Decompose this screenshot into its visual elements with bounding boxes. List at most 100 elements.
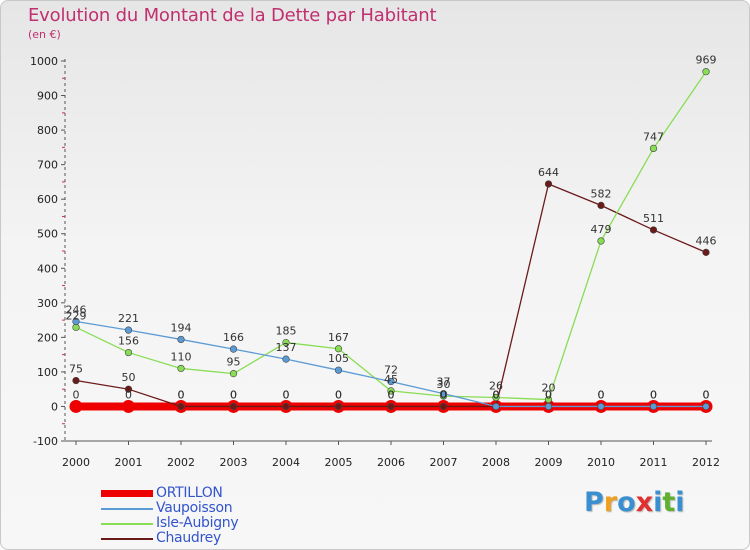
data-label: 0: [283, 388, 290, 401]
data-label: 20: [542, 382, 556, 395]
data-point: [124, 348, 133, 357]
y-tick-label: 100: [37, 366, 58, 379]
data-label: 37: [437, 376, 451, 389]
x-tick-label: 2005: [325, 456, 353, 469]
data-label: 644: [538, 166, 559, 179]
data-label: 229: [66, 309, 87, 322]
data-label: 0: [178, 388, 185, 401]
data-label: 185: [276, 325, 297, 338]
data-label: 105: [328, 352, 349, 365]
x-tick-label: 2001: [115, 456, 143, 469]
data-point: [702, 402, 710, 411]
data-point: [702, 68, 710, 76]
data-label: 0: [283, 388, 290, 401]
logo-letter: i: [653, 487, 663, 518]
data-label: 26: [489, 379, 503, 392]
data-point: [282, 355, 290, 363]
data-label: 0: [335, 388, 342, 401]
data-point: [282, 402, 290, 411]
data-point: [492, 393, 500, 402]
data-label: 50: [122, 371, 136, 384]
data-point: [72, 376, 80, 385]
x-tick-label: 2010: [587, 456, 615, 469]
data-label: 0: [73, 388, 80, 401]
x-tick-label: 2009: [535, 456, 563, 469]
data-point: [124, 385, 133, 393]
data-label: 167: [328, 331, 349, 344]
data-label: 194: [171, 321, 192, 334]
x-tick-label: 2012: [692, 456, 720, 469]
data-label: 747: [643, 130, 664, 143]
legend-swatch: [101, 490, 153, 497]
x-tick-label: 2002: [167, 456, 195, 469]
data-label: 479: [591, 223, 612, 236]
legend-item: Chaudrey: [101, 530, 301, 546]
data-label: 969: [696, 54, 717, 67]
data-label: 30: [437, 378, 451, 391]
data-point: [387, 402, 395, 411]
data-point: [544, 395, 553, 404]
proxiti-logo: Proxiti: [584, 487, 685, 518]
data-point: [177, 364, 185, 373]
x-tick-label: 2011: [640, 456, 668, 469]
data-label: 0: [650, 388, 657, 401]
logo-letter: P: [584, 487, 604, 518]
y-tick-label: 800: [37, 124, 58, 137]
data-label: 0: [545, 388, 552, 401]
data-label: 446: [696, 234, 717, 247]
data-label: 0: [178, 388, 185, 401]
legend: ORTILLON Vaupoisson Isle-Aubigny Chaudrey: [101, 485, 301, 546]
data-point: [177, 335, 185, 344]
data-point: [439, 390, 448, 398]
data-label: 166: [223, 331, 244, 344]
legend-item: ORTILLON: [101, 485, 301, 501]
data-label: 0: [545, 388, 552, 401]
y-tick-label: 600: [37, 193, 58, 206]
data-point: [492, 402, 500, 411]
data-point: [282, 338, 290, 347]
logo-letter: r: [603, 487, 618, 518]
data-point: [544, 402, 553, 411]
data-label: 221: [118, 312, 139, 325]
data-point: [597, 201, 605, 209]
legend-item: Vaupoisson: [101, 500, 301, 516]
data-point: [544, 180, 553, 188]
data-label: 0: [703, 388, 710, 401]
chart-unit: (en €): [28, 28, 61, 41]
legend-label: Isle-Aubigny: [156, 515, 239, 531]
chart-title: Evolution du Montant de la Dette par Hab…: [28, 5, 437, 26]
data-point: [649, 226, 658, 234]
data-point: [177, 402, 185, 411]
data-point: [122, 399, 135, 413]
data-point: [649, 144, 658, 152]
x-tick-label: 2007: [430, 456, 458, 469]
data-point: [702, 248, 710, 256]
data-point: [597, 402, 605, 411]
legend-swatch: [101, 523, 153, 525]
logo-letter: x: [635, 487, 654, 518]
data-label: 0: [125, 388, 132, 401]
legend-label: Chaudrey: [156, 530, 221, 546]
logo-letter: i: [675, 487, 685, 518]
data-point: [124, 326, 133, 334]
axes: -100010020030040050060070080090010002000…: [30, 55, 720, 469]
data-point: [387, 377, 395, 386]
data-label: 0: [440, 388, 447, 401]
data-label: 0: [230, 388, 237, 401]
data-label: 582: [591, 187, 612, 200]
x-tick-label: 2006: [377, 456, 405, 469]
data-label: 137: [276, 341, 297, 354]
data-point: [229, 402, 238, 411]
y-tick-label: 700: [37, 159, 58, 172]
data-label: 511: [643, 212, 664, 225]
data-label: 0: [388, 388, 395, 401]
data-label: 246: [66, 303, 87, 316]
y-tick-label: 200: [37, 331, 58, 344]
x-tick-label: 2004: [272, 456, 300, 469]
data-label: 0: [230, 388, 237, 401]
data-label: 0: [440, 388, 447, 401]
y-tick-label: 500: [37, 228, 58, 241]
data-point: [387, 387, 395, 395]
